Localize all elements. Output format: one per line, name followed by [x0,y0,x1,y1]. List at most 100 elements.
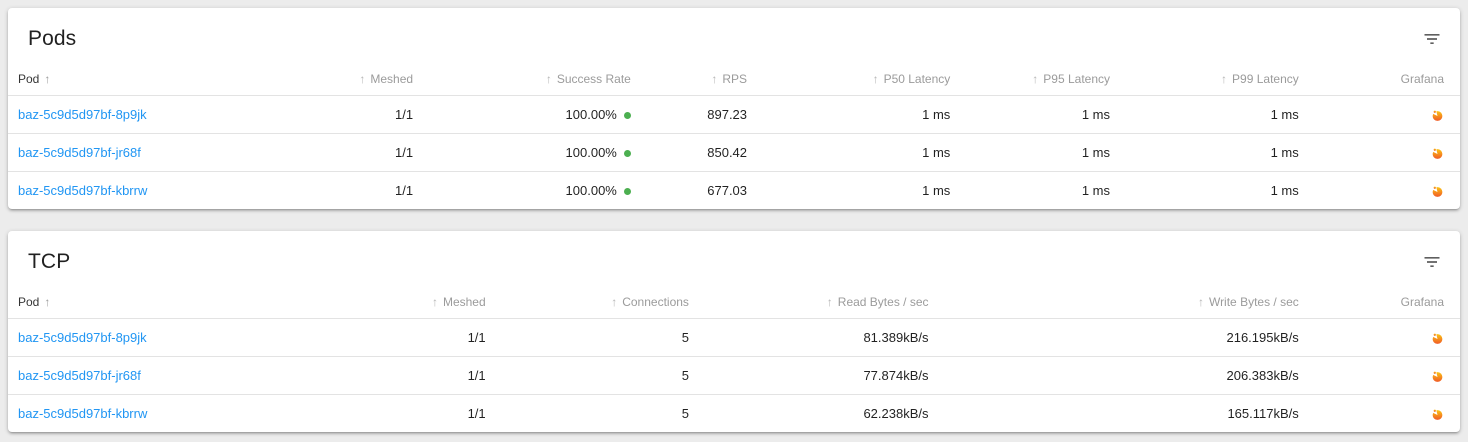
column-header-success_rate[interactable]: ↑ Success Rate [429,63,647,96]
filter-list-icon [1424,257,1440,268]
column-label: Read Bytes / sec [837,295,929,310]
success-rate-dot [623,112,631,120]
filter-button[interactable] [1418,248,1446,276]
cell-grafana [1314,133,1460,173]
column-label: P50 Latency [883,72,951,86]
table-row: baz-5c9d5d97bf-jr68f 1/1 5 77.874kB/s 206.38… [8,356,1460,396]
cell-p99: 1 ms [1126,133,1315,173]
grafana-icon [1432,371,1443,383]
success-rate-dot [623,150,631,158]
cell-p50: 1 ms [922,183,951,199]
column-header-connections[interactable]: ↑ Connections [501,286,705,320]
tcp-table: Pod ↑ ↑ Meshed ↑ Connections ↑ Read Bytes / sec… [8,286,1460,432]
cell-connections: 5 [501,356,705,396]
pod-link[interactable]: baz-5c9d5d97bf-kbrrw [18,183,148,199]
grafana-icon [1432,110,1443,121]
tcp-card-header: TCP [8,231,1460,286]
table-row: baz-5c9d5d97bf-kbrrw 1/1 5 62.238kB/s 165.11… [8,395,1460,433]
column-header-pod[interactable]: Pod ↑ [8,63,255,96]
column-header-p95[interactable]: ↑ P95 Latency [966,63,1126,96]
column-label: Grafana [1400,295,1444,310]
sort-arrow-icon: ↑ [826,295,833,310]
sort-arrow-icon: ↑ [611,295,618,310]
sort-arrow-icon: ↑ [44,72,51,86]
grafana-dashboard-link[interactable] [1431,332,1444,345]
column-header-read_bytes[interactable]: ↑ Read Bytes / sec [704,286,945,320]
column-label: Pod [18,295,40,310]
column-header-meshed[interactable]: ↑ Meshed [298,286,502,320]
column-header-p99[interactable]: ↑ P99 Latency [1126,63,1315,96]
column-header-p50[interactable]: ↑ P50 Latency [763,63,967,96]
grafana-dashboard-link[interactable] [1431,370,1444,383]
cell-pod: baz-5c9d5d97bf-kbrrw [8,395,298,433]
cell-connections: 5 [681,406,689,422]
pod-link[interactable]: baz-5c9d5d97bf-jr68f [18,145,141,161]
cell-p99: 1 ms [1270,183,1299,199]
column-label: Meshed [442,295,486,310]
table-row: baz-5c9d5d97bf-8p9jk 1/1 100.00% 897.23 1 ms… [8,95,1460,135]
grafana-dashboard-link[interactable] [1431,185,1444,198]
cell-p50: 1 ms [763,95,967,135]
column-header-rps[interactable]: ↑ RPS [646,63,764,96]
cell-connections: 5 [501,318,705,358]
filter-button[interactable] [1418,25,1446,53]
pod-link[interactable]: baz-5c9d5d97bf-kbrrw [18,406,148,422]
cell-rps: 677.03 [707,183,748,199]
pods-card-title: Pods [28,27,77,50]
header-row: Pod ↑ ↑ Meshed ↑ Connections ↑ Read Bytes / sec… [8,286,1460,320]
pod-link[interactable]: baz-5c9d5d97bf-8p9jk [18,330,147,346]
tcp-card: TCP Pod ↑ ↑ Meshed ↑ Connections ↑ Read Bytes /… [8,231,1460,433]
table-row: baz-5c9d5d97bf-8p9jk 1/1 5 81.389kB/s 216.19… [8,318,1460,358]
grafana-icon [1432,409,1443,421]
grafana-dashboard-link[interactable] [1431,408,1444,421]
sort-arrow-icon: ↑ [545,72,552,86]
cell-meshed: 1/1 [467,406,486,422]
cell-grafana [1314,95,1460,135]
cell-meshed: 1/1 [254,133,430,173]
cell-read_bytes: 77.874kB/s [704,356,945,396]
pods-card: Pods Pod ↑ ↑ Meshed ↑ Success Rate ↑ RPS ↑ P50 La… [8,8,1460,210]
sort-arrow-icon: ↑ [1221,72,1228,86]
cell-p95: 1 ms [966,133,1126,173]
pod-link[interactable]: baz-5c9d5d97bf-8p9jk [18,107,147,123]
grafana-icon [1432,186,1443,198]
cell-success_rate: 100.00% [429,172,647,210]
sort-arrow-icon: ↑ [1032,72,1039,86]
cell-read_bytes: 81.389kB/s [704,318,945,358]
cell-grafana [1314,318,1460,358]
cell-p95: 1 ms [966,95,1126,135]
cell-pod: baz-5c9d5d97bf-8p9jk [8,95,255,135]
cell-rps: 897.23 [646,95,764,135]
cell-write_bytes: 206.383kB/s [944,356,1315,396]
column-header-meshed[interactable]: ↑ Meshed [254,63,430,96]
grafana-dashboard-link[interactable] [1431,147,1444,160]
cell-pod: baz-5c9d5d97bf-jr68f [8,133,255,173]
cell-pod: baz-5c9d5d97bf-jr68f [8,356,299,396]
column-label: RPS [722,72,748,86]
cell-grafana [1315,395,1460,433]
cell-meshed: 1/1 [394,183,414,199]
pod-link[interactable]: baz-5c9d5d97bf-jr68f [18,368,141,384]
cell-grafana [1314,356,1460,396]
column-label: P99 Latency [1232,72,1299,86]
cell-read_bytes: 62.238kB/s [863,406,929,422]
column-label: Grafana [1400,72,1444,86]
grafana-icon [1432,148,1443,160]
cell-grafana [1315,172,1460,210]
sort-arrow-icon: ↑ [1197,295,1204,310]
column-header-pod[interactable]: Pod ↑ [8,286,299,320]
header-row: Pod ↑ ↑ Meshed ↑ Success Rate ↑ RPS ↑ P50 Latency… [8,63,1460,96]
table-row: baz-5c9d5d97bf-kbrrw 1/1 100.00% 677.03 1 ms… [8,172,1460,210]
column-header-grafana: Grafana [1314,63,1460,96]
cell-p99: 1 ms [1126,95,1315,135]
column-header-write_bytes[interactable]: ↑ Write Bytes / sec [944,286,1315,320]
cell-meshed: 1/1 [298,356,502,396]
column-label: Pod [18,72,40,86]
cell-write_bytes: 216.195kB/s [944,318,1315,358]
success-rate-value: 100.00% [565,145,617,161]
filter-list-icon [1424,34,1440,44]
cell-write_bytes: 165.117kB/s [1227,406,1299,422]
grafana-dashboard-link[interactable] [1431,109,1444,122]
column-header-grafana: Grafana [1314,286,1460,320]
